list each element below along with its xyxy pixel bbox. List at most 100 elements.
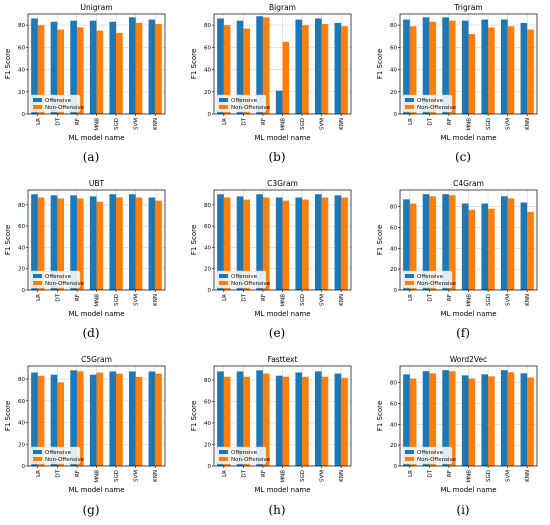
x-tick-label: MNB [281, 118, 287, 131]
bar-offensive-rf [256, 16, 263, 114]
bar-non-offensive-mnb [468, 209, 476, 290]
y-tick-label: 20 [390, 90, 397, 96]
bar-non-offensive-knn [527, 377, 534, 466]
chart-svg: 0 20 40 60 80 LR DT RF MNB SGD SVM KNN C4Gram ML mode… [376, 179, 538, 318]
x-axis-label: ML model name [254, 486, 310, 494]
x-tick-label: DT [427, 293, 433, 301]
x-tick-label: RF [261, 470, 267, 477]
chart-panel-bigram: 0 20 40 60 80 LR DT RF MNB SGD SVM KNN Bigram ML mode… [188, 2, 358, 172]
bar-non-offensive-dt [57, 198, 65, 290]
y-axis-label: F1 Score [376, 401, 384, 431]
legend-label-non-offensive: Non-Offensive [231, 105, 271, 111]
chart-svg: 0 20 40 60 80 LR DT RF MNB SGD SVM KNN Word2Vec ML mo… [376, 355, 538, 494]
bar-offensive-svm [128, 17, 136, 115]
x-tick-label: MNB [281, 470, 287, 483]
x-tick-label: DT [427, 117, 433, 125]
x-tick-label: SVM [506, 470, 512, 482]
chart-svg: 0 20 40 60 80 LR DT RF MNB SGD SVM KNN C3Gram ML mode… [190, 179, 352, 318]
caption-i: (i) [456, 503, 470, 517]
bar-non-offensive-sgd [302, 199, 309, 290]
bar-non-offensive-rf [262, 373, 270, 466]
bar-non-offensive-lr [409, 378, 417, 466]
bar-non-offensive-mnb [282, 41, 290, 114]
legend-swatch-offensive [405, 274, 414, 278]
x-tick-label: KNN [339, 118, 345, 130]
x-tick-label: DT [55, 469, 61, 477]
plot-frame [27, 189, 166, 291]
bar-offensive-sgd [295, 372, 303, 466]
bar-offensive-sgd [481, 203, 489, 290]
x-tick-label: RF [261, 294, 267, 301]
bar-non-offensive-dt [243, 376, 251, 466]
legend-label-offensive: Offensive [417, 98, 444, 104]
x-tick-label: LR [222, 118, 228, 125]
bar-offensive-svm [500, 370, 508, 466]
y-tick-label: 0 [394, 464, 398, 470]
chart-title: Bigram [269, 3, 296, 12]
x-tick-label: RF [75, 294, 81, 301]
bar-non-offensive-svm [507, 198, 515, 290]
bar-offensive-mnb [275, 197, 283, 290]
bar-non-offensive-sgd [488, 27, 495, 114]
x-axis-label: ML model name [254, 310, 310, 318]
y-tick-label: 60 [204, 224, 211, 230]
bar-offensive-rf [256, 370, 263, 466]
bar-non-offensive-mnb [96, 30, 104, 115]
x-tick-label: RF [261, 118, 267, 125]
caption-b: (b) [268, 150, 286, 164]
bar-offensive-rf [442, 194, 449, 290]
bar-offensive-rf [442, 370, 449, 466]
bar-non-offensive-knn [155, 373, 162, 466]
y-tick-label: 40 [18, 245, 25, 251]
x-axis-label: ML model name [68, 134, 124, 142]
plot-frame [399, 189, 538, 291]
y-tick-label: 40 [390, 422, 397, 428]
x-tick-label: SVM [320, 470, 326, 482]
bar-non-offensive-rf [448, 20, 456, 115]
x-tick-label: KNN [153, 294, 159, 306]
bar-offensive-rf [70, 370, 77, 466]
bar-non-offensive-dt [57, 29, 65, 114]
bar-offensive-dt [50, 374, 58, 466]
caption-e: (e) [268, 326, 286, 340]
y-tick-label: 20 [204, 442, 211, 448]
legend-swatch-offensive [33, 450, 42, 454]
x-axis-label: ML model name [440, 134, 496, 142]
x-tick-label: SGD [486, 118, 492, 130]
x-tick-label: KNN [339, 294, 345, 306]
y-tick-label: 0 [394, 288, 398, 294]
bar-offensive-sgd [481, 19, 489, 114]
caption-g: (g) [82, 503, 100, 517]
x-tick-label: DT [55, 117, 61, 125]
bar-offensive-mnb [461, 375, 469, 466]
y-axis-label: F1 Score [4, 49, 12, 79]
bar-offensive-sgd [295, 19, 303, 114]
x-tick-label: MNB [95, 294, 101, 307]
bar-non-offensive-sgd [488, 376, 495, 466]
bar-non-offensive-knn [155, 24, 162, 114]
bar-offensive-knn [520, 373, 528, 466]
x-tick-label: KNN [153, 118, 159, 130]
y-tick-label: 40 [390, 68, 397, 74]
chart-panel-trigram: 0 20 40 60 80 LR DT RF MNB SGD SVM KNN Trigram ML mod… [374, 2, 544, 172]
y-axis-label: F1 Score [376, 225, 384, 255]
bar-non-offensive-dt [429, 21, 437, 114]
plot-frame [399, 13, 538, 115]
x-tick-label: RF [75, 470, 81, 477]
x-tick-label: SGD [114, 118, 120, 130]
bar-non-offensive-knn [341, 26, 348, 114]
x-tick-label: MNB [95, 470, 101, 483]
y-tick-label: 0 [22, 464, 26, 470]
chart-svg: 0 20 40 60 80 LR DT RF MNB SGD SVM KNN Unigram ML mod… [4, 3, 166, 142]
legend-swatch-offensive [219, 274, 228, 278]
x-tick-label: RF [75, 118, 81, 125]
bar-offensive-knn [520, 202, 528, 290]
bar-non-offensive-dt [243, 28, 251, 115]
plot-frame [399, 365, 538, 467]
y-axis-label: F1 Score [376, 49, 384, 79]
bar-non-offensive-sgd [302, 25, 309, 114]
x-tick-label: MNB [467, 118, 473, 131]
bar-offensive-mnb [275, 90, 283, 114]
